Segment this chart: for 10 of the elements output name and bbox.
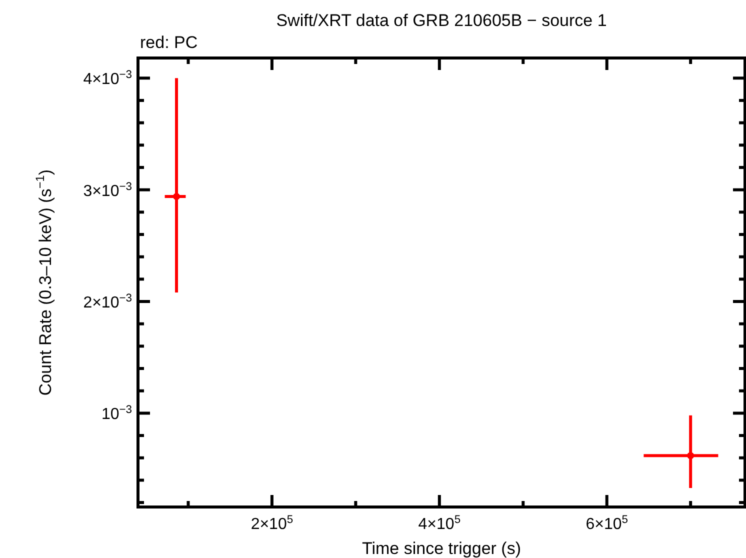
x-tick-label: 4×10$^{5}$ xyxy=(418,514,461,533)
x-tick-label: 6×10$^{5}$ xyxy=(586,514,628,533)
y-tick-label: 2×10$^{−3}$ xyxy=(83,292,132,312)
y-tick-label: 3×10$^{−3}$ xyxy=(83,180,132,200)
x-tick-label: 2×10$^{5}$ xyxy=(250,514,294,533)
y-tick-label: 4×10$^{−3}$ xyxy=(83,69,132,88)
text: red: PC xyxy=(140,33,198,52)
y-tick-label: 10$^{−3}$ xyxy=(101,404,132,424)
x-axis-title: Time since trigger (s) xyxy=(362,539,522,558)
chart-title: Swift/XRT data of GRB 210605B − source 1 xyxy=(276,11,607,30)
